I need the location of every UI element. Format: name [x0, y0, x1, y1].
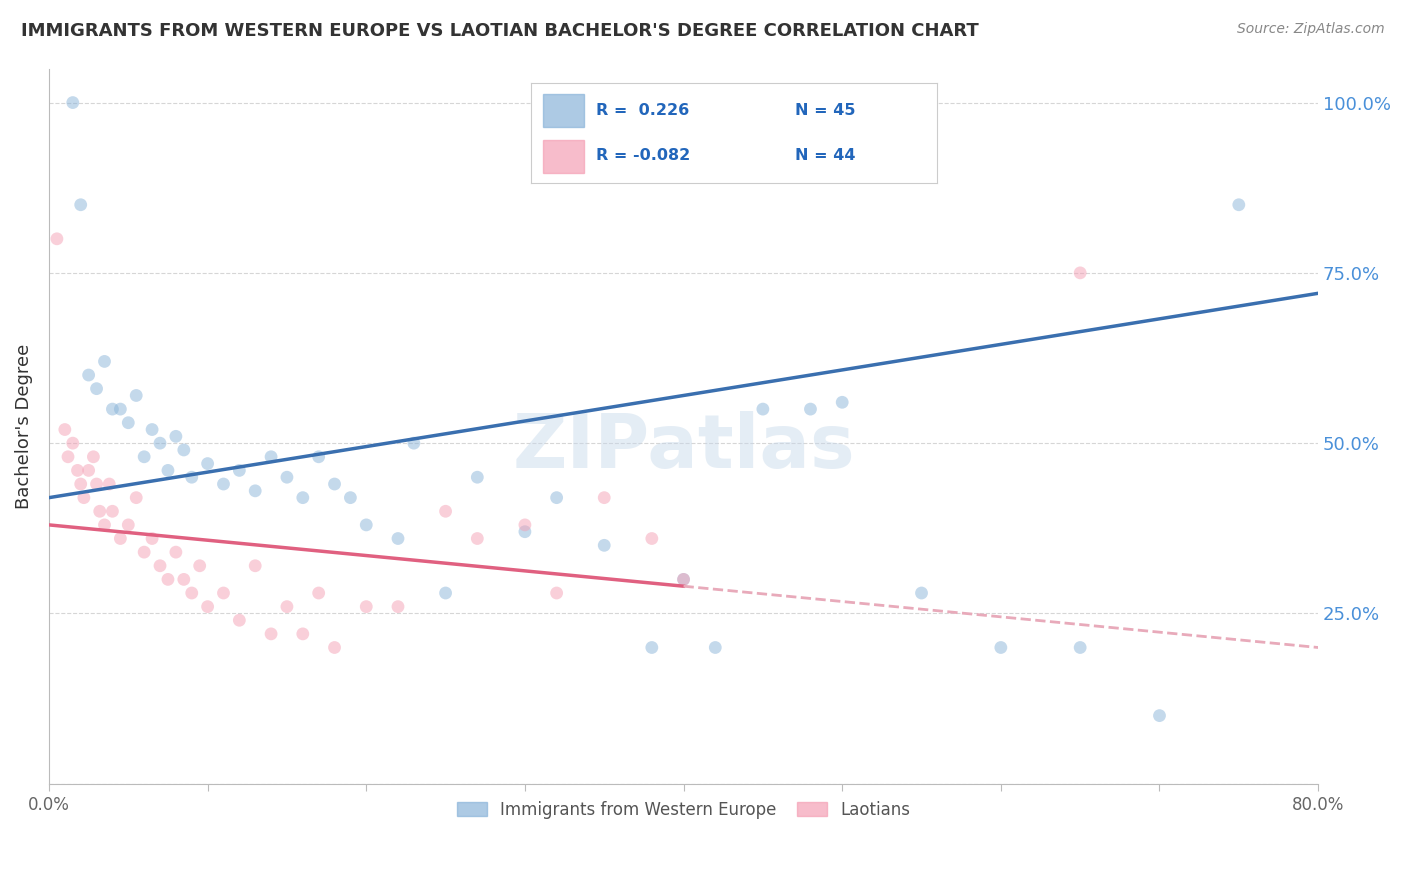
Point — [45, 232, 67, 246]
Point — [704, 640, 727, 655]
Point — [212, 477, 235, 491]
Point — [69, 477, 91, 491]
Y-axis label: Bachelor's Degree: Bachelor's Degree — [15, 343, 32, 508]
Point — [212, 586, 235, 600]
Point — [69, 198, 91, 212]
Point — [141, 532, 163, 546]
Point — [149, 558, 172, 573]
Point — [356, 599, 378, 614]
Point — [180, 470, 202, 484]
Point — [117, 416, 139, 430]
Point — [593, 491, 616, 505]
Point — [86, 477, 108, 491]
Point — [134, 545, 156, 559]
Point — [82, 450, 104, 464]
Point — [156, 463, 179, 477]
Point — [593, 538, 616, 552]
Point — [308, 450, 330, 464]
Point — [546, 586, 568, 600]
Point — [117, 517, 139, 532]
Point — [141, 423, 163, 437]
Point — [188, 558, 211, 573]
Text: Source: ZipAtlas.com: Source: ZipAtlas.com — [1237, 22, 1385, 37]
Point — [125, 388, 148, 402]
Point — [77, 368, 100, 382]
Point — [356, 517, 378, 532]
Point — [402, 436, 425, 450]
Point — [101, 504, 124, 518]
Point — [165, 429, 187, 443]
Point — [513, 524, 536, 539]
Point — [245, 483, 267, 498]
Point — [125, 491, 148, 505]
Point — [228, 613, 250, 627]
Point — [276, 470, 298, 484]
Point — [1149, 708, 1171, 723]
Point — [434, 586, 457, 600]
Point — [180, 586, 202, 600]
Point — [291, 491, 314, 505]
Point — [831, 395, 853, 409]
Point — [752, 402, 775, 417]
Point — [53, 423, 76, 437]
Point — [173, 442, 195, 457]
Point — [245, 558, 267, 573]
Point — [62, 436, 84, 450]
Point — [339, 491, 361, 505]
Point — [101, 402, 124, 417]
Point — [672, 573, 695, 587]
Point — [641, 640, 664, 655]
Point — [110, 532, 132, 546]
Point — [93, 354, 115, 368]
Point — [910, 586, 932, 600]
Point — [156, 573, 179, 587]
Point — [546, 491, 568, 505]
Point — [1069, 640, 1091, 655]
Point — [513, 517, 536, 532]
Point — [260, 627, 283, 641]
Point — [465, 470, 488, 484]
Point — [197, 457, 219, 471]
Point — [308, 586, 330, 600]
Point — [434, 504, 457, 518]
Point — [387, 599, 409, 614]
Point — [465, 532, 488, 546]
Point — [93, 517, 115, 532]
Point — [62, 95, 84, 110]
Point — [1227, 198, 1250, 212]
Point — [149, 436, 172, 450]
Point — [291, 627, 314, 641]
Text: ZIPatlas: ZIPatlas — [512, 411, 855, 484]
Point — [197, 599, 219, 614]
Point — [260, 450, 283, 464]
Point — [641, 532, 664, 546]
Point — [165, 545, 187, 559]
Point — [323, 640, 346, 655]
Point — [672, 573, 695, 587]
Point — [1069, 266, 1091, 280]
Point — [228, 463, 250, 477]
Point — [134, 450, 156, 464]
Point — [73, 491, 96, 505]
Point — [110, 402, 132, 417]
Legend: Immigrants from Western Europe, Laotians: Immigrants from Western Europe, Laotians — [450, 794, 917, 825]
Point — [89, 504, 111, 518]
Point — [86, 382, 108, 396]
Point — [173, 573, 195, 587]
Point — [276, 599, 298, 614]
Point — [77, 463, 100, 477]
Point — [387, 532, 409, 546]
Point — [323, 477, 346, 491]
Point — [66, 463, 89, 477]
Point — [990, 640, 1012, 655]
Point — [56, 450, 79, 464]
Text: IMMIGRANTS FROM WESTERN EUROPE VS LAOTIAN BACHELOR'S DEGREE CORRELATION CHART: IMMIGRANTS FROM WESTERN EUROPE VS LAOTIA… — [21, 22, 979, 40]
Point — [98, 477, 121, 491]
Point — [799, 402, 821, 417]
